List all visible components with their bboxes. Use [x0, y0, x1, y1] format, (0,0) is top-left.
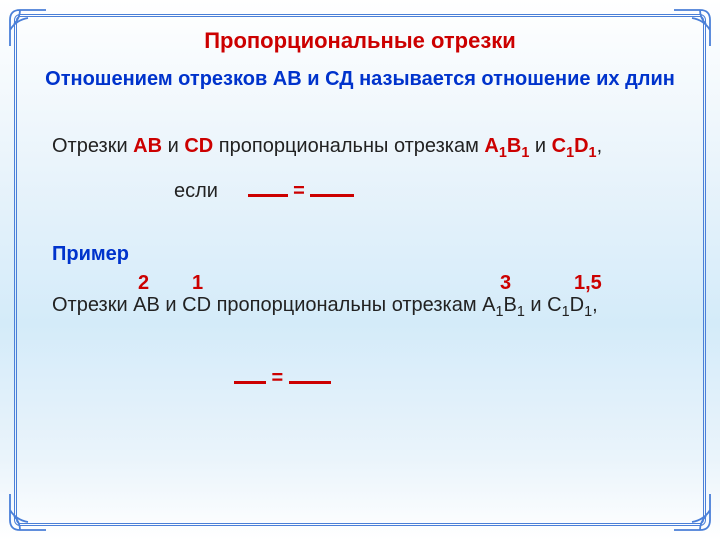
- annotation-value-1: 2: [138, 272, 149, 295]
- annotation-value-2: 1: [192, 272, 203, 295]
- blank-left: [234, 381, 266, 384]
- if-word: если: [174, 180, 218, 202]
- blank-right: [310, 194, 354, 197]
- text-part: Отрезки: [52, 135, 133, 157]
- slide-content: Пропорциональные отрезки Отношением отре…: [34, 28, 686, 512]
- slide-title: Пропорциональные отрезки: [34, 28, 686, 54]
- equals-sign: =: [288, 180, 311, 202]
- text-part: и: [162, 135, 184, 157]
- value-annotations: 2 1 3 1,5: [34, 272, 686, 294]
- equals-sign: =: [266, 367, 289, 389]
- annotation-value-3: 3: [500, 272, 511, 295]
- segment-cd: СD: [184, 135, 213, 157]
- blank-equation-1: =: [248, 180, 355, 203]
- annotation-value-4: 1,5: [574, 272, 602, 295]
- blank-right: [289, 381, 331, 384]
- proportional-definition-line: Отрезки АВ и СD пропорциональны отрезкам…: [52, 135, 686, 158]
- blank-equation-2: =: [234, 367, 686, 390]
- segment-a1b1: А1В1: [484, 135, 529, 157]
- text-part: и: [529, 135, 551, 157]
- example-line: Отрезки АВ и СD пропорциональны отрезкам…: [52, 294, 686, 317]
- slide-subtitle: Отношением отрезков АВ и СД называется о…: [34, 68, 686, 91]
- text-part: Отрезки АВ и СD пропорциональны отрезкам…: [52, 294, 496, 316]
- text-part: пропорциональны отрезкам: [213, 135, 484, 157]
- text-part: ,: [597, 135, 603, 157]
- example-label: Пример: [52, 243, 686, 266]
- segment-ab: АВ: [133, 135, 162, 157]
- blank-left: [248, 194, 288, 197]
- if-condition-line: если =: [174, 180, 686, 203]
- segment-c1d1: С1D1: [552, 135, 597, 157]
